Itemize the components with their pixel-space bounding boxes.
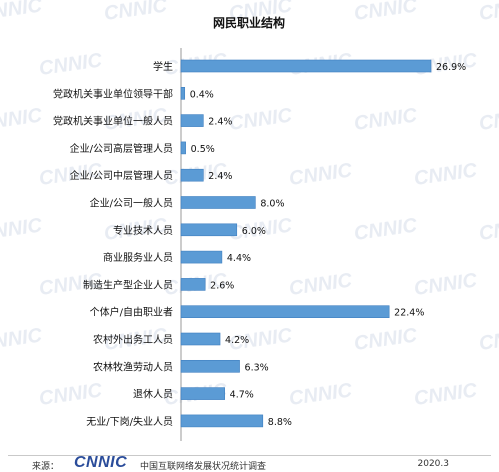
watermark-text: CNNIC	[478, 104, 499, 135]
bar-chart: CNNIC CNNIC CNNIC CNNIC CNNIC CNNIC CNNIC CNNIC…	[0, 0, 499, 441]
bars-layer: 学生 26.9% 党政机关事业单位领导干部 0.4% 党政机关事业单位一般人员 2.4% 企…	[53, 59, 466, 428]
bar	[180, 332, 221, 346]
value-label: 8.0%	[260, 199, 284, 210]
chart-title: 网民职业结构	[213, 15, 285, 30]
bar	[180, 359, 240, 373]
watermark-text: CNNIC	[0, 0, 44, 25]
watermark-text: CNNIC	[478, 0, 499, 25]
watermark-text: CNNIC	[353, 0, 419, 25]
footer-divider	[8, 455, 491, 456]
watermark-text: CNNIC	[38, 379, 104, 410]
value-label: 4.2%	[225, 335, 249, 346]
watermark-text: CNNIC	[288, 159, 354, 190]
category-label: 退休人员	[133, 389, 173, 401]
category-label: 学生	[153, 60, 173, 73]
watermark-text: CNNIC	[478, 214, 499, 245]
watermark-text: CNNIC	[353, 214, 419, 245]
source-label: 来源：	[32, 462, 60, 472]
cnnic-logo: CNNIC	[74, 454, 128, 471]
bar	[180, 196, 256, 209]
value-label: 0.4%	[190, 89, 214, 100]
watermark-text: CNNIC	[103, 0, 169, 25]
watermark-text: CNNIC	[413, 269, 479, 300]
value-label: 2.4%	[208, 171, 232, 182]
category-label: 农村外出务工人员	[93, 333, 173, 346]
bar	[180, 114, 204, 127]
bar	[180, 87, 186, 100]
category-label: 专业技术人员	[113, 224, 173, 237]
watermark-text: CNNIC	[38, 49, 104, 80]
category-label: 制造生产型企业人员	[83, 278, 173, 291]
bar	[180, 278, 206, 291]
category-label: 无业/下岗/失业人员	[86, 415, 173, 428]
source-date: 2020.3	[417, 459, 450, 469]
category-label: 党政机关事业单位一般人员	[53, 115, 173, 128]
value-label: 0.5%	[191, 144, 215, 155]
watermark-text: CNNIC	[353, 104, 419, 135]
category-label: 企业/公司高层管理人员	[70, 142, 173, 155]
watermark-text: CNNIC	[0, 104, 44, 135]
watermark-text: CNNIC	[288, 269, 354, 300]
source-org: 中国互联网络发展状况统计调查	[140, 462, 267, 472]
watermark-text: CNNIC	[478, 324, 499, 355]
watermark-text: CNNIC	[0, 214, 44, 245]
watermark-text: CNNIC	[0, 324, 44, 355]
value-label: 26.9%	[436, 62, 466, 73]
value-label: 4.4%	[227, 253, 251, 264]
bar	[180, 305, 390, 319]
bar	[180, 141, 186, 155]
bar	[180, 168, 204, 182]
value-label: 22.4%	[394, 308, 424, 319]
value-label: 2.4%	[208, 117, 232, 128]
footer: 来源： CNNIC 中国互联网络发展状况统计调查 2020.3	[10, 454, 489, 472]
bar	[180, 59, 432, 73]
value-label: 4.7%	[230, 390, 254, 401]
category-label: 企业/公司一般人员	[90, 197, 173, 210]
category-label: 商业服务业人员	[103, 251, 173, 264]
value-label: 2.6%	[210, 280, 234, 291]
bar	[180, 387, 225, 400]
watermark-text: CNNIC	[288, 379, 354, 410]
value-label: 6.0%	[242, 226, 266, 237]
bar	[180, 250, 223, 264]
value-label: 6.3%	[245, 362, 269, 373]
bar	[180, 223, 238, 237]
watermark-text: CNNIC	[413, 159, 479, 190]
category-label: 企业/公司中层管理人员	[70, 169, 173, 182]
watermark-text: CNNIC	[353, 324, 419, 355]
category-label: 党政机关事业单位领导干部	[53, 87, 173, 100]
bar	[180, 414, 264, 428]
category-label: 个体户/自由职业者	[90, 306, 173, 319]
watermark-text: CNNIC	[413, 379, 479, 410]
category-label: 农林牧渔劳动人员	[93, 360, 173, 373]
watermark-text: CNNIC	[228, 104, 294, 135]
value-label: 8.8%	[268, 417, 292, 428]
